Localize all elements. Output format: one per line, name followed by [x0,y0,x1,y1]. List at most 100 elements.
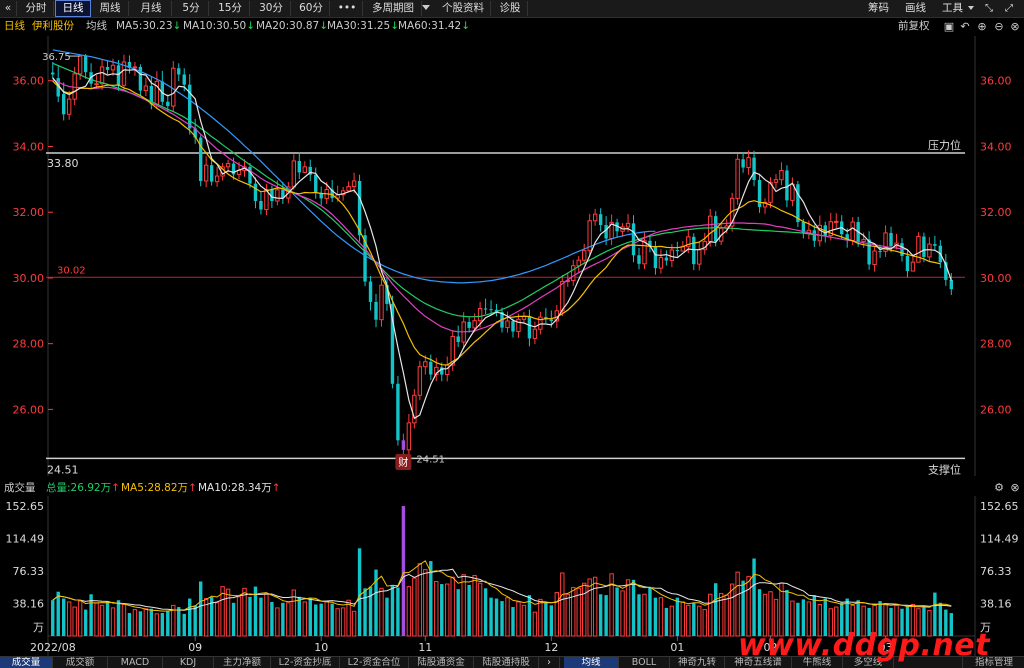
tab-indicator-hk-holding[interactable]: 陆股通持股 [474,657,539,668]
volume-bar [138,611,143,636]
chips-button[interactable]: 筹码 [868,2,889,14]
tab-period-more[interactable]: ••• [332,1,363,16]
candle [582,243,587,265]
candle-body [933,244,937,246]
candle [812,224,817,248]
watermark-text: www.ddgp.net [738,628,990,663]
tab-overlay-long-short[interactable]: 多空线 [843,657,894,668]
candle [697,242,702,271]
candle [889,226,893,253]
candle [648,236,652,253]
tab-multi-period[interactable]: 多周期图 [365,1,422,16]
double-chevron-left-icon[interactable]: « [0,1,17,16]
candle [77,55,83,80]
candle-body [417,366,423,396]
plus-icon[interactable]: ⊕ [977,20,987,33]
volume-title[interactable]: 成交量 [4,482,36,494]
candle [116,60,121,91]
candle [894,233,899,250]
volume-bar [417,563,423,637]
candle [637,248,641,270]
tab-period-4[interactable]: 5分 [174,1,209,16]
tab-period-7[interactable]: 60分 [293,1,330,16]
stock-name[interactable]: 伊利股份 [32,20,74,32]
volume-bar [456,589,460,636]
tab-overlay-nine-turn[interactable]: 神奇九转 [670,657,725,668]
volume-bar [762,593,768,637]
candle [489,300,493,315]
tab-period-5[interactable]: 15分 [211,1,250,16]
tab-indicator-main-net[interactable]: 主力净额 [214,657,271,668]
volume-bar [116,600,121,636]
volume-bar [368,586,373,636]
tab-indicator-l2-position[interactable]: L2-资金合位 [340,657,409,668]
tab-period-2[interactable]: 周线 [92,1,129,16]
indicator-name[interactable]: 均线 [86,20,107,32]
tab-period-1[interactable]: 日线 [55,0,91,17]
tab-indicator-volume[interactable]: 成交量 [0,657,53,668]
tab-stock-info[interactable]: 个股资料 [436,1,491,16]
candle-body [94,83,99,86]
volume-bar [440,584,444,636]
candle-body [116,65,121,86]
draw-line-button[interactable]: 画线 [905,2,926,14]
tab-overlay-five-lines[interactable]: 神奇五线谱 [725,657,792,668]
dropdown-arrow-icon[interactable] [422,5,430,10]
candle [248,162,252,189]
tools-button[interactable]: 工具 [942,2,963,14]
chevron-right-icon[interactable]: › [539,657,560,668]
candle [631,215,636,263]
candle [390,295,395,389]
ma5-line [52,68,952,420]
volume-bar [944,609,948,636]
gear-icon[interactable]: ⚙ [994,481,1004,494]
candlestick-chart[interactable]: 36.00 36.00 34.00 34.00 32.00 32.00 30.00 30.00… [0,36,1024,476]
lock-icon[interactable]: ▣ [943,20,955,33]
tab-indicator-kdj[interactable]: KDJ [163,657,214,668]
forward-adjust-button[interactable]: 前复权 [898,20,930,32]
candle-body [549,319,554,321]
resistance-value-label: 33.80 [47,157,79,170]
shrink-icon[interactable]: ⤡ [985,3,993,14]
candle-body [883,232,888,252]
low-marker-label: 24.51 [416,454,445,465]
finance-badge-label: 财 [398,456,408,469]
indicator-manage-button[interactable]: 指标管理 [962,657,1024,668]
expand-icon[interactable]: ⤢ [1005,3,1013,14]
tab-overlay-boll[interactable]: BOLL [619,657,670,668]
volume-ma10-arrow: ↑ [271,482,281,494]
close-icon[interactable]: ⊗ [1010,20,1020,33]
tab-overlay-ma[interactable]: 均线 [564,657,619,668]
candle-body [396,383,400,441]
tools-dropdown-icon[interactable] [968,6,974,10]
candle [527,309,532,347]
tab-overlay-bull-bear[interactable]: 牛熊线 [792,657,843,668]
vol-y-tick-label-left: 114.49 [6,532,45,545]
candle-body [653,246,658,269]
volume-bar [472,575,477,637]
volume-bar [132,609,138,637]
tab-period-0[interactable]: 分时 [19,1,54,16]
undo-icon[interactable]: ↶ [960,20,970,33]
candle-body [692,236,696,265]
volume-bar [77,600,83,637]
volume-bar [308,598,312,636]
volume-bar [905,606,910,636]
tab-period-6[interactable]: 30分 [252,1,291,16]
tab-indicator-macd[interactable]: MACD [108,657,163,668]
tab-indicator-amount[interactable]: 成交额 [53,657,108,668]
candle-body [867,239,871,265]
candle-body [697,249,702,265]
close-icon[interactable]: ⊗ [1010,481,1020,494]
volume-bar [637,594,641,636]
tab-indicator-hk-fund[interactable]: 陆股通资金 [409,657,474,668]
volume-bar [340,607,346,637]
candle-body [182,74,186,85]
tab-indicator-l2-bottom[interactable]: L2-资金抄底 [271,657,340,668]
tab-period-3[interactable]: 月线 [131,1,172,16]
tab-diagnose[interactable]: 诊股 [493,1,528,16]
candle-body [592,213,598,222]
candle [214,166,220,187]
volume-chart[interactable]: 152.65 152.65 114.49 114.49 76.33 76.33 38.16 3… [0,496,1024,656]
minus-icon[interactable]: ⊖ [994,20,1004,33]
